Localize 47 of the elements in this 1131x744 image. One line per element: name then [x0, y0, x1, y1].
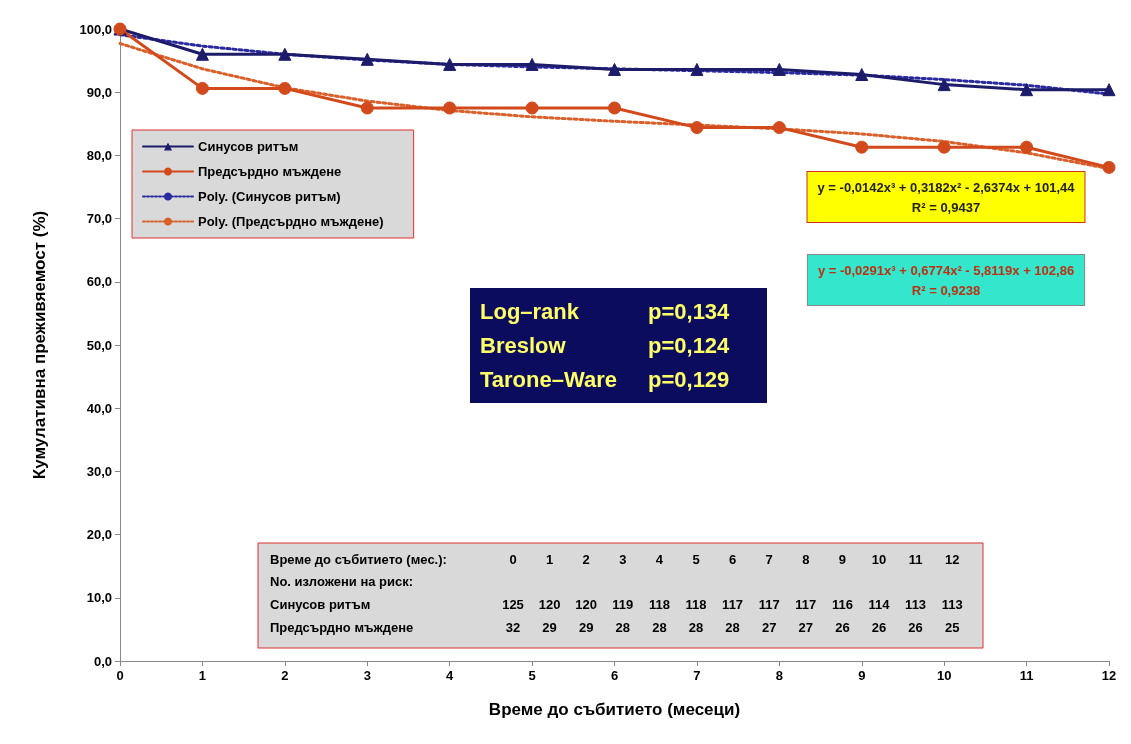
y-tick-label: 10,0: [86, 590, 112, 606]
x-tick-label: 2: [281, 668, 289, 683]
x-tick-label: 4: [446, 668, 455, 683]
y-tick-label: 20,0: [86, 527, 112, 543]
annotation: R² = 0,9238: [911, 282, 981, 298]
x-tick-label: 1: [198, 668, 207, 683]
x-tick-label: 5: [528, 668, 536, 683]
annotation: Tarone–Ware: [480, 366, 617, 392]
annotation: Време до събитието (мес.):: [270, 552, 447, 567]
legend-label: Синусов ритъм: [198, 139, 299, 154]
y-tick-label: 100,0: [79, 21, 112, 37]
x-axis-title: Време до събитието (месеци): [488, 700, 741, 719]
annotation: Breslow: [480, 332, 567, 358]
legend-label: Poly. (Синусов ритъм): [198, 189, 341, 204]
annotation: No. изложени на риск:: [270, 574, 414, 589]
annotation: y = -0,0291x³ + 0,6774x² - 5,8119x + 102,86: [817, 262, 1075, 278]
text: 0 1 2 3 4 5 6 7 8 9 10 11 12: [509, 552, 960, 567]
y-tick-label: 0,0: [93, 653, 112, 669]
text: 32 29 29 28 28 28 28 27 27 26 26 26 25: [505, 620, 960, 635]
legend-label: Poly. (Предсърдно мъждене): [198, 214, 384, 229]
annotation: Синусов ритъм: [270, 597, 371, 612]
y-tick-label: 30,0: [86, 463, 112, 479]
y-tick-label: 80,0: [86, 147, 112, 163]
y-tick-label: 60,0: [86, 274, 112, 290]
y-tick-label: 90,0: [86, 84, 112, 100]
legend-label: Предсърдно мъждене: [198, 164, 342, 179]
x-tick-label: 0: [116, 668, 124, 683]
y-axis-title: Кумулативна преживяемост (%): [30, 210, 49, 480]
x-tick-label: 9: [858, 668, 866, 683]
y-tick-label: 40,0: [86, 400, 112, 416]
annotation: Предсърдно мъждене: [270, 620, 414, 635]
annotation: R² = 0,9437: [911, 199, 981, 215]
x-tick-label: 11: [1019, 668, 1034, 683]
annotation: Log–rank: [480, 298, 580, 324]
x-tick-label: 3: [363, 668, 371, 683]
annotation: p=0,124: [648, 332, 731, 358]
annotation: y = -0,0142x³ + 0,3182x² - 2,6374x + 101,44: [817, 179, 1076, 195]
x-tick-label: 8: [775, 668, 783, 683]
x-tick-label: 7: [693, 668, 701, 683]
y-tick-label: 70,0: [86, 211, 112, 227]
text: 125 120 120 119 118 118 117 117 117 116 114 113 113: [502, 597, 963, 612]
y-tick-label: 50,0: [86, 337, 112, 353]
x-tick-label: 12: [1101, 668, 1117, 683]
annotation: p=0,129: [648, 366, 730, 392]
annotation: p=0,134: [648, 298, 731, 324]
x-tick-label: 6: [610, 668, 619, 683]
x-tick-label: 10: [936, 668, 952, 683]
